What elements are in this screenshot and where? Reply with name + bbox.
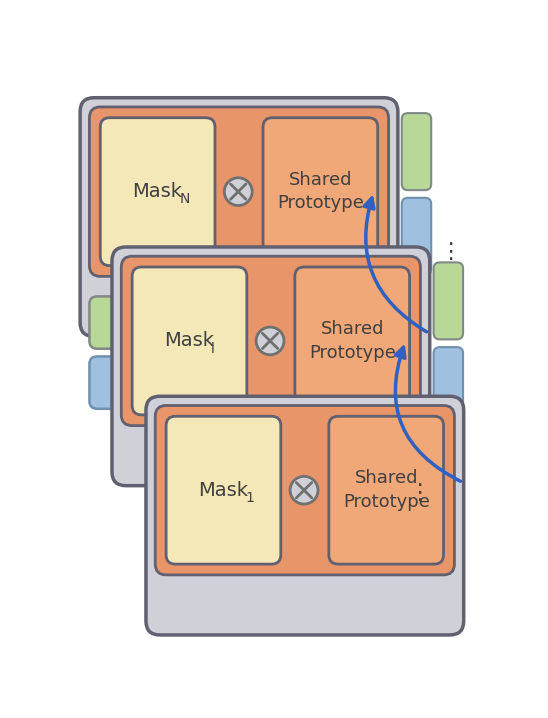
- Text: Mask: Mask: [133, 182, 182, 201]
- FancyBboxPatch shape: [166, 416, 281, 564]
- Text: 1: 1: [245, 491, 254, 505]
- FancyBboxPatch shape: [433, 347, 463, 424]
- Text: ⋮: ⋮: [408, 483, 430, 503]
- Text: l: l: [211, 342, 215, 355]
- Text: Attention: Attention: [191, 373, 287, 393]
- Circle shape: [290, 476, 318, 504]
- FancyBboxPatch shape: [295, 267, 409, 415]
- FancyBboxPatch shape: [89, 356, 389, 409]
- FancyBboxPatch shape: [329, 416, 443, 564]
- Text: Feed Forward: Feed Forward: [169, 312, 309, 332]
- FancyBboxPatch shape: [132, 267, 247, 415]
- Circle shape: [256, 327, 284, 355]
- Text: Shared
Prototype: Shared Prototype: [309, 320, 396, 362]
- FancyBboxPatch shape: [80, 98, 398, 337]
- FancyBboxPatch shape: [263, 118, 378, 266]
- Text: Mask: Mask: [198, 480, 248, 500]
- Text: N: N: [179, 192, 190, 206]
- FancyBboxPatch shape: [402, 198, 431, 275]
- Text: Mask: Mask: [164, 332, 214, 350]
- FancyBboxPatch shape: [100, 118, 215, 266]
- Circle shape: [224, 178, 252, 205]
- FancyBboxPatch shape: [146, 396, 464, 635]
- Text: ⋮: ⋮: [439, 242, 462, 261]
- FancyBboxPatch shape: [155, 406, 454, 575]
- Text: Shared
Prototype: Shared Prototype: [342, 470, 430, 511]
- FancyBboxPatch shape: [433, 262, 463, 340]
- FancyBboxPatch shape: [89, 107, 389, 276]
- FancyBboxPatch shape: [121, 256, 420, 426]
- FancyBboxPatch shape: [402, 113, 431, 190]
- FancyBboxPatch shape: [89, 297, 389, 349]
- Text: Shared
Prototype: Shared Prototype: [277, 171, 364, 213]
- FancyBboxPatch shape: [112, 247, 430, 485]
